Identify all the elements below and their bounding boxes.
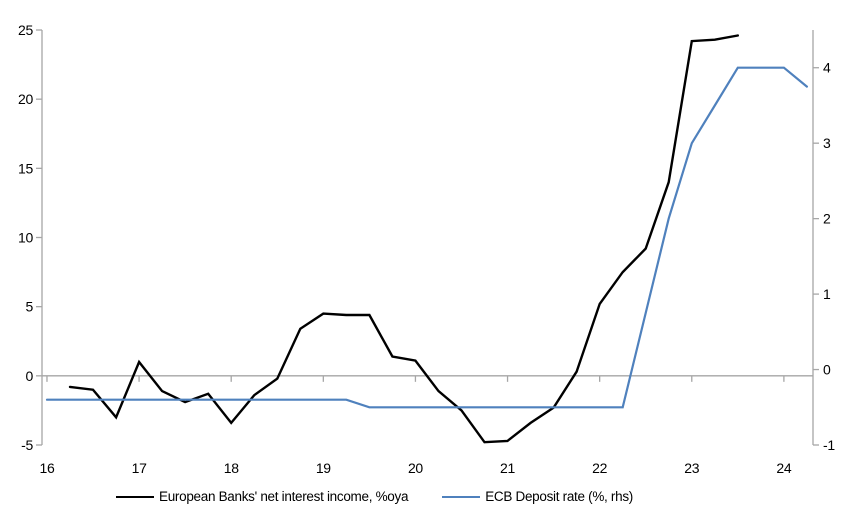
- y-axis-left-tick-label: 20: [18, 91, 33, 107]
- y-axis-left-tick-label: 5: [26, 299, 34, 315]
- series-line-ecb-deposit-rate: [45, 66, 809, 409]
- y-axis-right-tick-label: 2: [823, 211, 831, 227]
- legend-line-swatch-black: [116, 495, 154, 498]
- x-axis-tick-label: 20: [408, 460, 423, 476]
- legend-item-nii: European Banks' net interest income, %oy…: [116, 489, 408, 504]
- y-axis-right-tick-label: -1: [823, 437, 835, 453]
- y-axis-left-tick-label: 10: [18, 230, 33, 246]
- y-axis-left-tick-label: 25: [18, 22, 33, 38]
- x-axis-tick-label: 17: [132, 460, 147, 476]
- y-axis-right-tick-label: 0: [823, 362, 831, 378]
- y-axis-left-tick-label: 15: [18, 160, 33, 176]
- x-axis-tick-label: 19: [316, 460, 331, 476]
- series-line-european-banks-nii: [68, 34, 739, 444]
- x-axis-tick-label: 18: [224, 460, 239, 476]
- y-axis-right-tick-label: 1: [823, 286, 831, 302]
- legend-item-ecb: ECB Deposit rate (%, rhs): [442, 489, 633, 504]
- x-axis-tick-label: 24: [776, 460, 791, 476]
- x-axis-tick-label: 22: [592, 460, 607, 476]
- x-axis-tick-label: 21: [500, 460, 515, 476]
- legend-label-ecb: ECB Deposit rate (%, rhs): [485, 489, 633, 504]
- legend-line-swatch-blue: [442, 495, 481, 498]
- y-axis-left-tick-label: -5: [21, 437, 33, 453]
- y-axis-right-tick-label: 4: [823, 60, 831, 76]
- chart-legend: European Banks' net interest income, %oy…: [116, 489, 633, 504]
- legend-label-nii: European Banks' net interest income, %oy…: [159, 489, 409, 504]
- x-axis-tick-label: 23: [684, 460, 699, 476]
- x-axis-tick-label: 16: [39, 460, 54, 476]
- y-axis-right-tick-label: 3: [823, 135, 831, 151]
- y-axis-left-tick-label: 0: [26, 368, 34, 384]
